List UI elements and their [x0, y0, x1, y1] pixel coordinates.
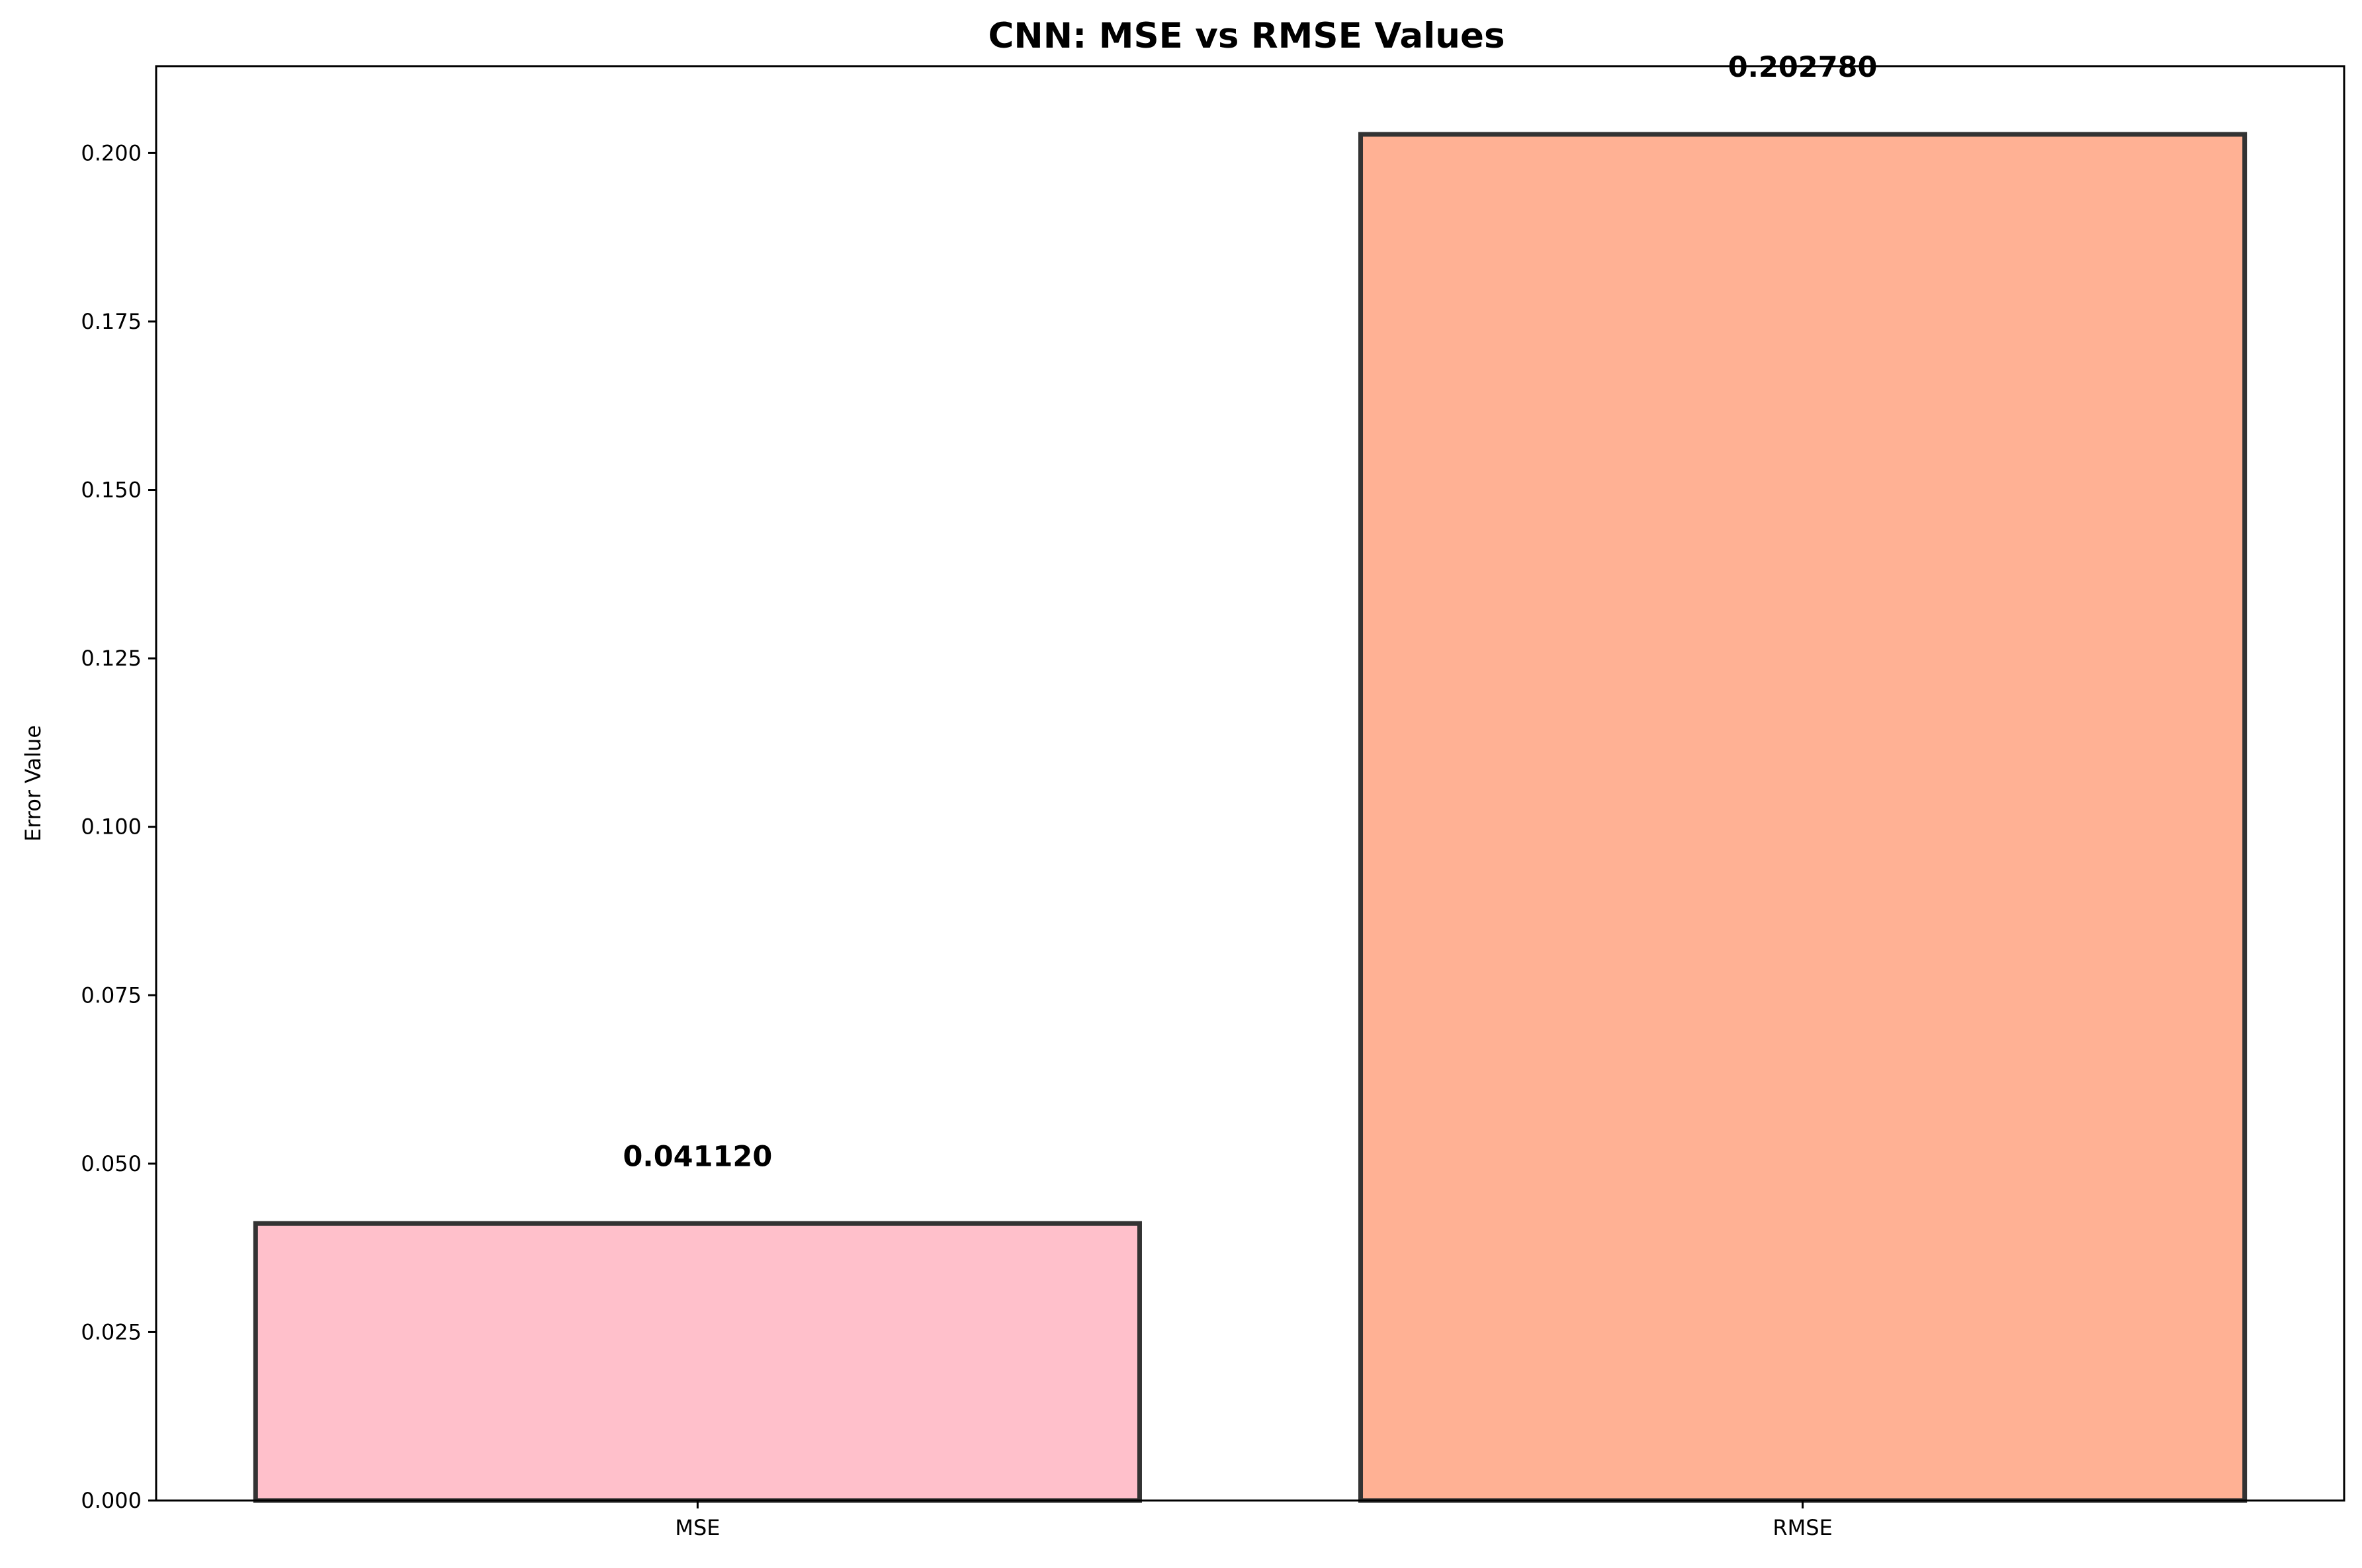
data-label-rmse: 0.202780 — [1728, 51, 1878, 84]
bar-mse — [253, 1221, 1142, 1503]
data-label-mse: 0.041120 — [623, 1140, 773, 1173]
data-labels: 0.041120 0.202780 — [623, 51, 1878, 1173]
x-axis: MSE RMSE — [675, 1501, 1833, 1540]
x-tick-label: RMSE — [1772, 1515, 1832, 1540]
y-tick-label: 0.000 — [81, 1488, 142, 1513]
y-tick-label: 0.100 — [81, 814, 142, 840]
bar-series — [253, 132, 2248, 1503]
chart-title: CNN: MSE vs RMSE Values — [988, 16, 1505, 56]
x-tick-label: MSE — [675, 1515, 720, 1540]
bar-rmse — [1358, 132, 2248, 1503]
y-tick-label: 0.050 — [81, 1151, 142, 1176]
y-tick-label: 0.175 — [81, 309, 142, 334]
plot-frame — [155, 65, 2345, 1502]
y-axis: 0.000 0.025 0.050 0.075 0.100 0.125 0.150 0.175… — [81, 140, 156, 1513]
y-tick-label: 0.025 — [81, 1319, 142, 1344]
y-tick-label: 0.075 — [81, 982, 142, 1008]
y-axis-label: Error Value — [21, 725, 46, 842]
y-tick-label: 0.200 — [81, 140, 142, 165]
y-tick-label: 0.150 — [81, 478, 142, 503]
y-tick-label: 0.125 — [81, 646, 142, 671]
